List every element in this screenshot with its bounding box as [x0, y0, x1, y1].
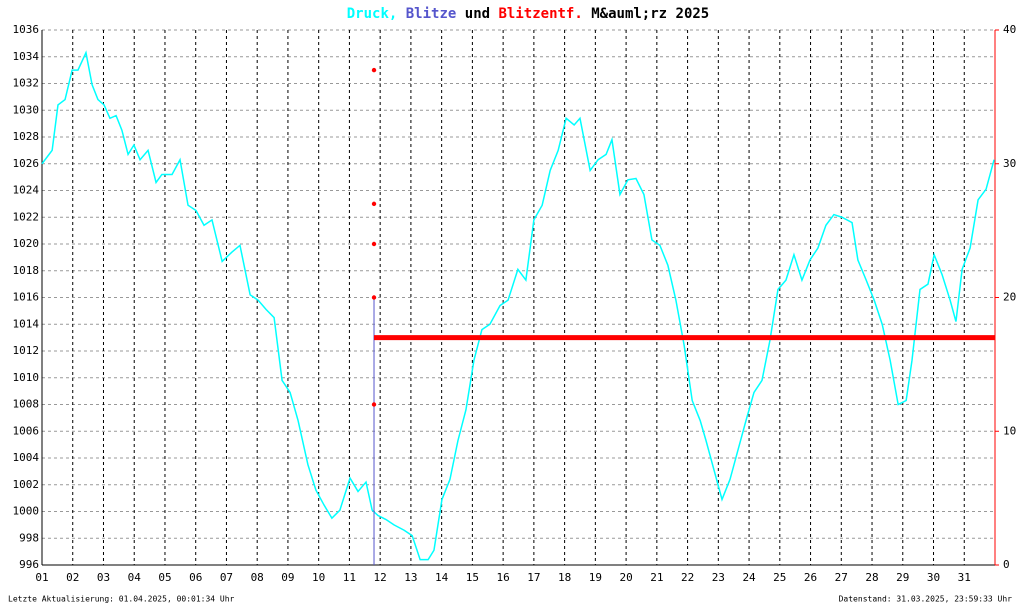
x-tick-label: 01: [35, 571, 48, 584]
x-tick-label: 28: [865, 571, 878, 584]
y-tick-label: 1006: [13, 424, 40, 437]
y-tick-label: 1028: [13, 130, 40, 143]
x-tick-label: 13: [404, 571, 417, 584]
y-tick-label: 996: [19, 558, 39, 571]
x-tick-label: 07: [220, 571, 233, 584]
x-tick-label: 08: [251, 571, 264, 584]
y-tick-label: 1030: [13, 103, 40, 116]
y-tick-label: 1014: [13, 317, 40, 330]
x-tick-label: 24: [742, 571, 756, 584]
point: [371, 241, 377, 247]
x-tick-label: 05: [158, 571, 171, 584]
x-tick-label: 04: [128, 571, 142, 584]
x-tick-label: 18: [558, 571, 571, 584]
y-tick-label: 1022: [13, 210, 40, 223]
x-tick-label: 20: [619, 571, 632, 584]
x-tick-label: 09: [281, 571, 294, 584]
point: [371, 402, 377, 407]
y-tick-label: 1010: [13, 371, 40, 384]
x-tick-label: 25: [773, 571, 786, 584]
x-tick-label: 12: [374, 571, 387, 584]
x-tick-label: 10: [312, 571, 325, 584]
x-tick-label: 03: [97, 571, 110, 584]
footer-right: Datenstand: 31.03.2025, 23:59:33 Uhr: [839, 595, 1013, 604]
x-tick-label: 26: [804, 571, 817, 584]
y-tick-label: 1016: [13, 291, 40, 304]
x-tick-label: 21: [650, 571, 663, 584]
line: [41, 50, 995, 561]
y-tick-label: 1032: [13, 77, 40, 90]
y-tick-label: 1020: [13, 237, 40, 250]
x-tick-label: 17: [527, 571, 540, 584]
title-month: M&auml;rz 2025: [591, 6, 709, 22]
x-tick-label: 31: [958, 571, 971, 584]
chart-title: Druck, Blitze und Blitzentf. M&auml;rz 2…: [347, 6, 710, 22]
x-tick-label: 06: [189, 571, 202, 584]
point: [371, 201, 377, 207]
title-series: Blitze: [406, 6, 457, 22]
y2-tick-label: 20: [1003, 291, 1016, 304]
y2-tick-label: 10: [1003, 424, 1016, 437]
x-tick-label: 27: [835, 571, 848, 584]
x-tick-label: 16: [497, 571, 510, 584]
point: [371, 295, 377, 300]
y-tick-label: 1008: [13, 398, 40, 411]
y-tick-label: 1026: [13, 157, 40, 170]
y-tick-label: 1002: [13, 478, 40, 491]
y-tick-label: 1018: [13, 264, 40, 277]
x-tick-label: 02: [66, 571, 79, 584]
x-tick-label: 15: [466, 571, 479, 584]
x-tick-label: 14: [435, 571, 449, 584]
y-tick-label: 1004: [13, 451, 40, 464]
x-tick-label: 23: [712, 571, 725, 584]
y-tick-label: 1024: [13, 184, 40, 197]
x-tick-label: 30: [927, 571, 940, 584]
x-tick-label: 22: [681, 571, 694, 584]
y2-tick-label: 0: [1003, 558, 1010, 571]
x-tick-label: 29: [896, 571, 909, 584]
y-tick-label: 1036: [13, 23, 40, 36]
x-tick-label: 19: [589, 571, 602, 584]
footer-left: Letzte Aktualisierung: 01.04.2025, 00:01…: [8, 595, 235, 604]
point: [371, 67, 377, 73]
title-series: Druck,: [347, 6, 398, 22]
title-connector: und: [465, 6, 490, 22]
y-tick-label: 1034: [13, 50, 40, 63]
y-tick-label: 1000: [13, 505, 40, 518]
y2-tick-label: 30: [1003, 157, 1016, 170]
y-tick-label: 1012: [13, 344, 40, 357]
y2-tick-label: 40: [1003, 23, 1016, 36]
x-tick-label: 11: [343, 571, 356, 584]
y-tick-label: 998: [19, 531, 39, 544]
title-series: Blitzentf.: [499, 6, 583, 22]
